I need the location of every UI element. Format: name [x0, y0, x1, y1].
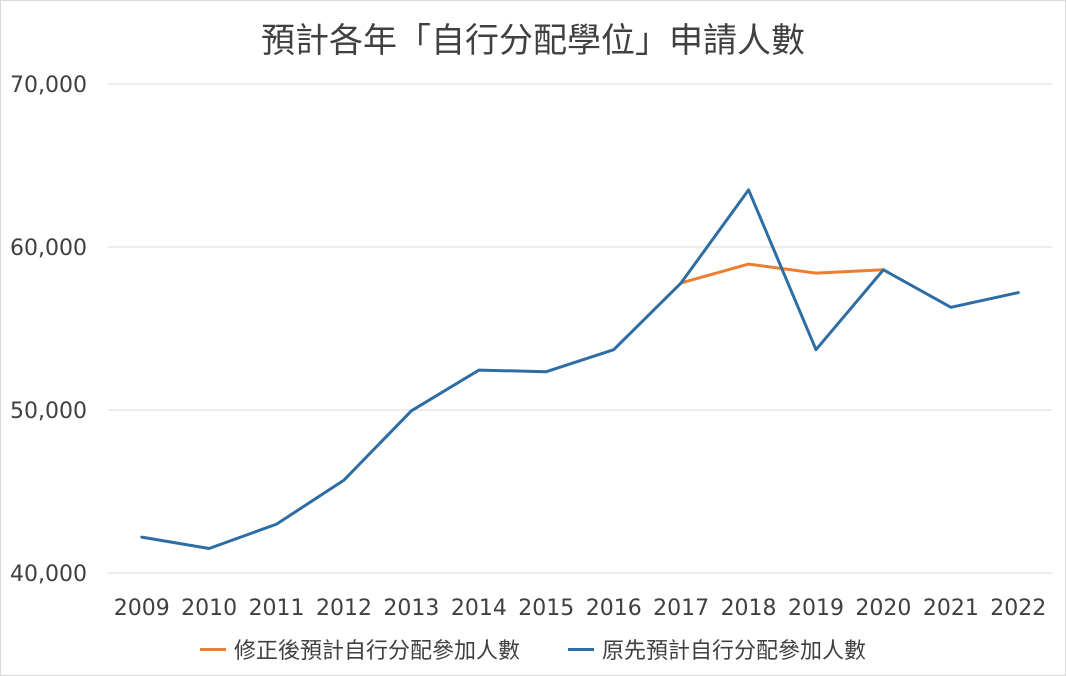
legend-swatch: [568, 647, 594, 651]
legend-swatch: [199, 647, 226, 651]
x-tick-label: 2011: [249, 596, 305, 621]
y-tick-label: 50,000: [10, 399, 87, 424]
x-tick-label: 2019: [788, 596, 844, 621]
chart-title: 預計各年「自行分配學位」申請人數: [261, 21, 805, 61]
x-tick-label: 2018: [721, 596, 777, 621]
x-tick-label: 2017: [653, 596, 709, 621]
legend-label: 修正後預計自行分配參加人數: [233, 639, 520, 664]
legend-item-1: 原先預計自行分配參加人數: [568, 633, 866, 665]
y-tick-label: 70,000: [10, 73, 87, 98]
legend: 修正後預計自行分配參加人數 原先預計自行分配參加人數: [1, 633, 1065, 665]
x-tick-label: 2015: [518, 596, 574, 621]
x-tick-label: 2010: [181, 596, 237, 621]
x-tick-label: 2021: [923, 596, 979, 621]
x-tick-label: 2016: [586, 596, 642, 621]
x-tick-label: 2012: [316, 596, 372, 621]
series-line-1: [140, 188, 1020, 550]
legend-item-0: 修正後預計自行分配參加人數: [199, 633, 520, 665]
x-tick-label: 2014: [451, 596, 507, 621]
x-tick-label: 2013: [383, 596, 439, 621]
y-tick-label: 40,000: [10, 562, 87, 587]
x-tick-label: 2022: [990, 596, 1046, 621]
x-tick-label: 2009: [114, 596, 170, 621]
legend-label: 原先預計自行分配參加人數: [602, 639, 867, 664]
y-tick-label: 60,000: [10, 236, 87, 261]
x-tick-label: 2020: [855, 596, 911, 621]
